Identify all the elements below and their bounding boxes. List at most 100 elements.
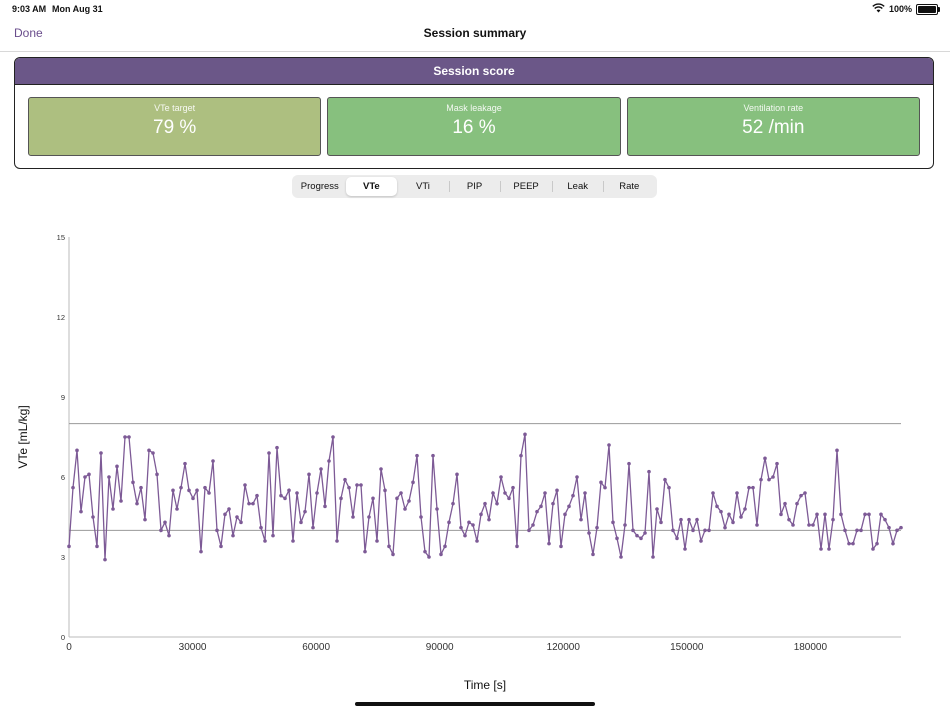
metric-segmented-control: Progress VTe VTi PIP PEEP Leak Rate xyxy=(292,175,657,198)
data-point xyxy=(447,520,451,525)
data-point xyxy=(535,509,539,514)
data-point xyxy=(719,509,723,514)
y-tick-label: 6 xyxy=(61,473,65,482)
data-point xyxy=(807,523,811,527)
page-title: Session summary xyxy=(423,26,527,40)
data-point xyxy=(131,480,135,485)
data-point xyxy=(135,501,139,506)
data-point xyxy=(623,523,627,527)
data-point xyxy=(851,541,855,546)
data-point xyxy=(279,493,283,498)
data-point xyxy=(211,459,215,463)
tab-leak[interactable]: Leak xyxy=(551,177,604,196)
data-point xyxy=(395,496,399,501)
data-point xyxy=(643,531,647,535)
data-point xyxy=(303,509,307,514)
tab-pip[interactable]: PIP xyxy=(448,177,501,196)
data-point xyxy=(163,520,167,525)
data-point xyxy=(315,491,319,495)
done-button[interactable]: Done xyxy=(14,26,43,40)
data-point xyxy=(215,528,219,533)
data-point xyxy=(247,501,251,506)
data-point xyxy=(199,549,203,554)
data-point xyxy=(523,432,527,437)
data-point xyxy=(103,557,107,562)
data-point xyxy=(475,539,479,543)
y-tick-label: 0 xyxy=(61,633,65,642)
data-point xyxy=(519,453,523,458)
data-point xyxy=(263,539,267,543)
data-point xyxy=(203,485,207,490)
data-point xyxy=(159,528,163,533)
data-point xyxy=(859,528,863,533)
data-point xyxy=(243,483,247,487)
data-point xyxy=(783,501,787,506)
data-point xyxy=(667,485,671,490)
data-point xyxy=(635,533,639,538)
data-point xyxy=(739,515,743,519)
data-point xyxy=(555,488,559,493)
data-point xyxy=(835,448,839,453)
data-point xyxy=(235,515,239,519)
data-point xyxy=(483,501,487,506)
data-point xyxy=(271,533,275,538)
tab-progress[interactable]: Progress xyxy=(300,181,339,192)
wifi-icon xyxy=(872,3,885,15)
data-point xyxy=(239,520,243,525)
data-point xyxy=(843,528,847,533)
x-tick-label: 150000 xyxy=(670,642,704,653)
tab-vte[interactable]: VTe xyxy=(345,177,398,196)
data-point xyxy=(423,549,427,554)
data-point xyxy=(679,517,683,522)
data-point xyxy=(147,448,151,453)
data-point xyxy=(191,496,195,501)
tab-vti[interactable]: VTi xyxy=(415,181,430,192)
home-indicator[interactable] xyxy=(355,702,595,706)
data-point xyxy=(515,544,519,549)
data-point xyxy=(371,496,375,501)
x-tick-label: 120000 xyxy=(547,642,581,653)
data-point xyxy=(223,512,227,517)
data-point xyxy=(495,501,499,506)
data-point xyxy=(547,541,551,546)
data-point xyxy=(731,520,735,525)
data-point xyxy=(543,491,547,495)
data-point xyxy=(331,435,335,439)
data-point xyxy=(143,517,147,522)
data-point xyxy=(527,528,531,533)
data-point xyxy=(499,475,503,479)
x-axis-label: Time [s] xyxy=(464,678,506,692)
data-point xyxy=(219,544,223,549)
data-point xyxy=(615,536,619,541)
score-tile-label: Ventilation rate xyxy=(743,103,804,113)
data-point xyxy=(895,528,899,533)
data-point xyxy=(551,501,555,506)
y-tick-label: 15 xyxy=(57,233,65,242)
data-point xyxy=(183,461,187,466)
data-point xyxy=(111,507,115,511)
tab-peep[interactable]: PEEP xyxy=(500,177,552,196)
data-point xyxy=(663,477,667,482)
data-point xyxy=(91,515,95,519)
data-point xyxy=(891,541,895,546)
data-point xyxy=(431,453,435,458)
data-point xyxy=(839,512,843,517)
data-point xyxy=(815,512,819,517)
data-point xyxy=(879,512,883,517)
data-point xyxy=(887,525,891,530)
data-point xyxy=(83,475,87,479)
data-point xyxy=(391,552,395,557)
x-tick-label: 30000 xyxy=(179,642,207,653)
tab-rate[interactable]: Rate xyxy=(603,177,655,196)
data-point xyxy=(207,491,211,495)
data-point xyxy=(759,477,763,482)
data-point xyxy=(255,493,259,498)
data-point xyxy=(775,461,779,466)
x-tick-label: 0 xyxy=(66,642,72,653)
data-point xyxy=(175,507,179,511)
score-tile-value: 79 % xyxy=(153,117,197,138)
battery-icon xyxy=(916,3,940,15)
session-score-header: Session score xyxy=(15,58,933,85)
data-point xyxy=(639,536,643,541)
data-point xyxy=(75,448,79,453)
